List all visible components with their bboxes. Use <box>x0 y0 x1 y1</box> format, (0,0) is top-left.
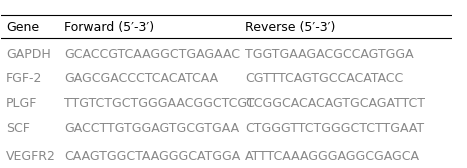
Text: TTGTCTGCTGGGAACGGCTCGT: TTGTCTGCTGGGAACGGCTCGT <box>64 97 255 110</box>
Text: CGTTTCAGTGCCACATACC: CGTTTCAGTGCCACATACC <box>245 72 403 85</box>
Text: PLGF: PLGF <box>6 97 37 110</box>
Text: GAGCGACCCTCACATCAA: GAGCGACCCTCACATCAA <box>64 72 219 85</box>
Text: Forward (5′-3′): Forward (5′-3′) <box>64 21 155 34</box>
Text: Gene: Gene <box>6 21 39 34</box>
Text: FGF-2: FGF-2 <box>6 72 42 85</box>
Text: VEGFR2: VEGFR2 <box>6 150 56 163</box>
Text: Reverse (5′-3′): Reverse (5′-3′) <box>245 21 335 34</box>
Text: CCGGCACACAGTGCAGATTCT: CCGGCACACAGTGCAGATTCT <box>245 97 425 110</box>
Text: ATTTCAAAGGGAGGCGAGCA: ATTTCAAAGGGAGGCGAGCA <box>245 150 420 163</box>
Text: GACCTTGTGGAGTGCGTGAA: GACCTTGTGGAGTGCGTGAA <box>64 122 240 135</box>
Text: TGGTGAAGACGCCAGTGGA: TGGTGAAGACGCCAGTGGA <box>245 48 413 61</box>
Text: GAPDH: GAPDH <box>6 48 50 61</box>
Text: SCF: SCF <box>6 122 30 135</box>
Text: GCACCGTCAAGGCTGAGAAC: GCACCGTCAAGGCTGAGAAC <box>64 48 241 61</box>
Text: CTGGGTTCTGGGCTCTTGAAT: CTGGGTTCTGGGCTCTTGAAT <box>245 122 424 135</box>
Text: CAAGTGGCTAAGGGCATGGA: CAAGTGGCTAAGGGCATGGA <box>64 150 241 163</box>
